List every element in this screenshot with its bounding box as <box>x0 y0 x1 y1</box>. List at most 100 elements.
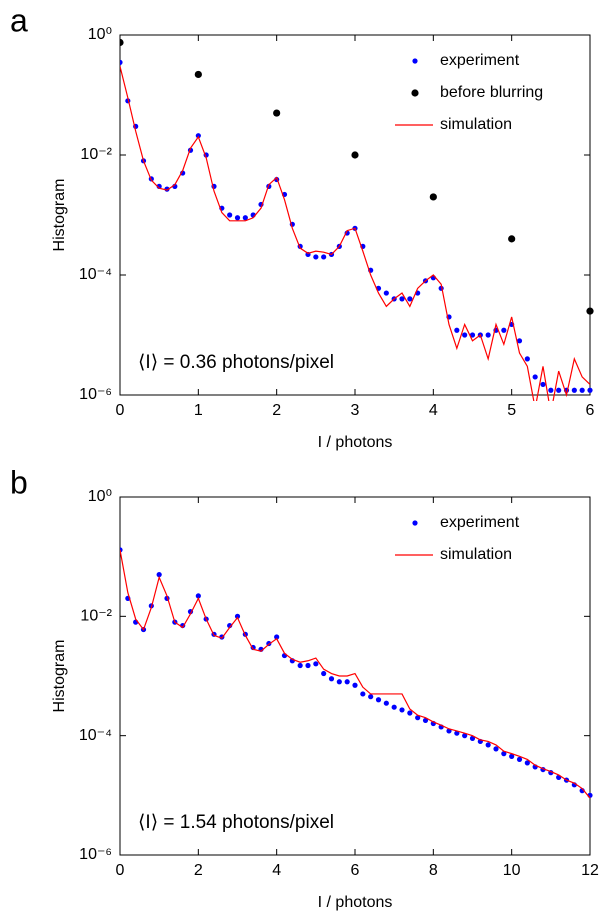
x-tick-label: 12 <box>581 862 599 879</box>
panel: b 10⁻⁶ 10⁻⁴ 10⁻² 10⁰ 0 2 4 6 8 10 12 I / photons Hist… <box>10 464 599 911</box>
y-tick-label: 10⁻² <box>80 146 112 163</box>
data-point <box>383 290 389 296</box>
data-point <box>195 593 201 599</box>
data-point <box>454 327 460 333</box>
legend-swatch <box>412 520 418 526</box>
x-tick-label: 2 <box>272 402 281 419</box>
annotation: ⟨I⟩ = 1.54 photons/pixel <box>138 812 334 833</box>
data-point <box>274 634 280 640</box>
data-point <box>524 356 530 362</box>
data-point <box>548 387 554 393</box>
data-point <box>344 679 350 685</box>
data-point <box>352 682 358 688</box>
y-tick-label: 10⁻⁴ <box>79 266 112 283</box>
data-point <box>313 254 319 260</box>
x-axis-label: I / photons <box>318 434 393 451</box>
data-point <box>415 715 421 721</box>
series-line <box>120 66 591 401</box>
data-point <box>516 756 523 763</box>
data-point <box>391 704 397 710</box>
data-point <box>383 700 389 706</box>
x-tick-label: 10 <box>503 862 521 879</box>
series-line <box>120 549 591 799</box>
y-axis-label: Histogram <box>51 640 68 713</box>
data-point <box>234 613 241 619</box>
x-tick-label: 5 <box>507 402 516 419</box>
data-point <box>407 710 413 716</box>
data-point <box>227 622 233 629</box>
data-point <box>587 387 593 393</box>
annotation: ⟨I⟩ = 0.36 photons/pixel <box>138 352 334 373</box>
data-point <box>399 296 405 302</box>
data-point <box>321 670 327 677</box>
x-tick-label: 4 <box>272 862 281 879</box>
data-point <box>509 753 515 759</box>
data-point <box>508 235 516 243</box>
data-point <box>242 215 248 221</box>
data-point <box>156 572 162 578</box>
data-point <box>407 296 413 302</box>
data-point <box>571 387 577 393</box>
legend-swatch <box>411 89 419 97</box>
data-point <box>194 70 202 79</box>
data-point <box>462 332 468 338</box>
y-tick-label: 10⁻⁶ <box>79 846 112 863</box>
data-point <box>375 697 382 703</box>
data-point <box>273 109 281 117</box>
x-tick-label: 4 <box>429 402 438 419</box>
data-point <box>469 735 476 741</box>
data-point <box>164 186 170 192</box>
x-tick-label: 3 <box>351 402 360 419</box>
panel-label: a <box>10 2 28 38</box>
legend-label: simulation <box>440 116 512 133</box>
data-point <box>540 381 546 388</box>
data-point <box>579 387 585 393</box>
plot-area <box>120 547 593 799</box>
data-point <box>313 661 319 667</box>
data-point <box>501 327 507 333</box>
y-tick-label: 10⁰ <box>88 26 112 43</box>
x-axis-label: I / photons <box>318 894 393 911</box>
legend-label: before blurring <box>440 84 543 101</box>
data-point <box>321 254 327 260</box>
x-tick-label: 2 <box>194 862 203 879</box>
x-tick-label: 1 <box>194 402 203 419</box>
data-point <box>227 212 233 218</box>
y-axis-label: Histogram <box>51 179 68 252</box>
y-tick-label: 10⁻⁶ <box>79 386 112 403</box>
data-point <box>297 662 303 669</box>
plot-area <box>120 38 594 401</box>
legend-label: experiment <box>440 514 520 531</box>
y-tick-label: 10⁻² <box>80 608 112 625</box>
data-point <box>469 332 476 338</box>
data-point <box>532 374 538 380</box>
data-point <box>234 215 241 221</box>
data-point <box>493 746 499 752</box>
data-point <box>422 717 429 724</box>
data-point <box>195 133 201 139</box>
data-point <box>429 193 437 201</box>
data-point <box>305 662 311 669</box>
data-point <box>360 691 366 697</box>
x-tick-label: 0 <box>116 402 125 419</box>
data-point <box>399 707 405 713</box>
data-point <box>462 733 468 739</box>
legend-swatch <box>412 58 418 64</box>
x-tick-label: 8 <box>429 862 438 879</box>
data-point <box>120 38 124 47</box>
y-tick-label: 10⁰ <box>88 488 112 505</box>
legend-label: experiment <box>440 52 520 69</box>
panel: a 10⁻⁶ 10⁻⁴ 10⁻² 10⁰ 0 1 2 3 4 5 6 I / photons Histog… <box>10 2 595 451</box>
data-point <box>485 742 491 748</box>
x-tick-label: 6 <box>586 402 595 419</box>
data-point <box>556 387 562 393</box>
data-point <box>336 679 342 685</box>
data-point <box>524 760 530 766</box>
data-point <box>501 751 507 757</box>
data-point <box>368 694 374 700</box>
x-tick-label: 6 <box>351 862 360 879</box>
legend-label: simulation <box>440 546 512 563</box>
y-tick-label: 10⁻⁴ <box>79 727 112 744</box>
data-point <box>516 338 523 344</box>
axes-frame <box>119 496 591 856</box>
